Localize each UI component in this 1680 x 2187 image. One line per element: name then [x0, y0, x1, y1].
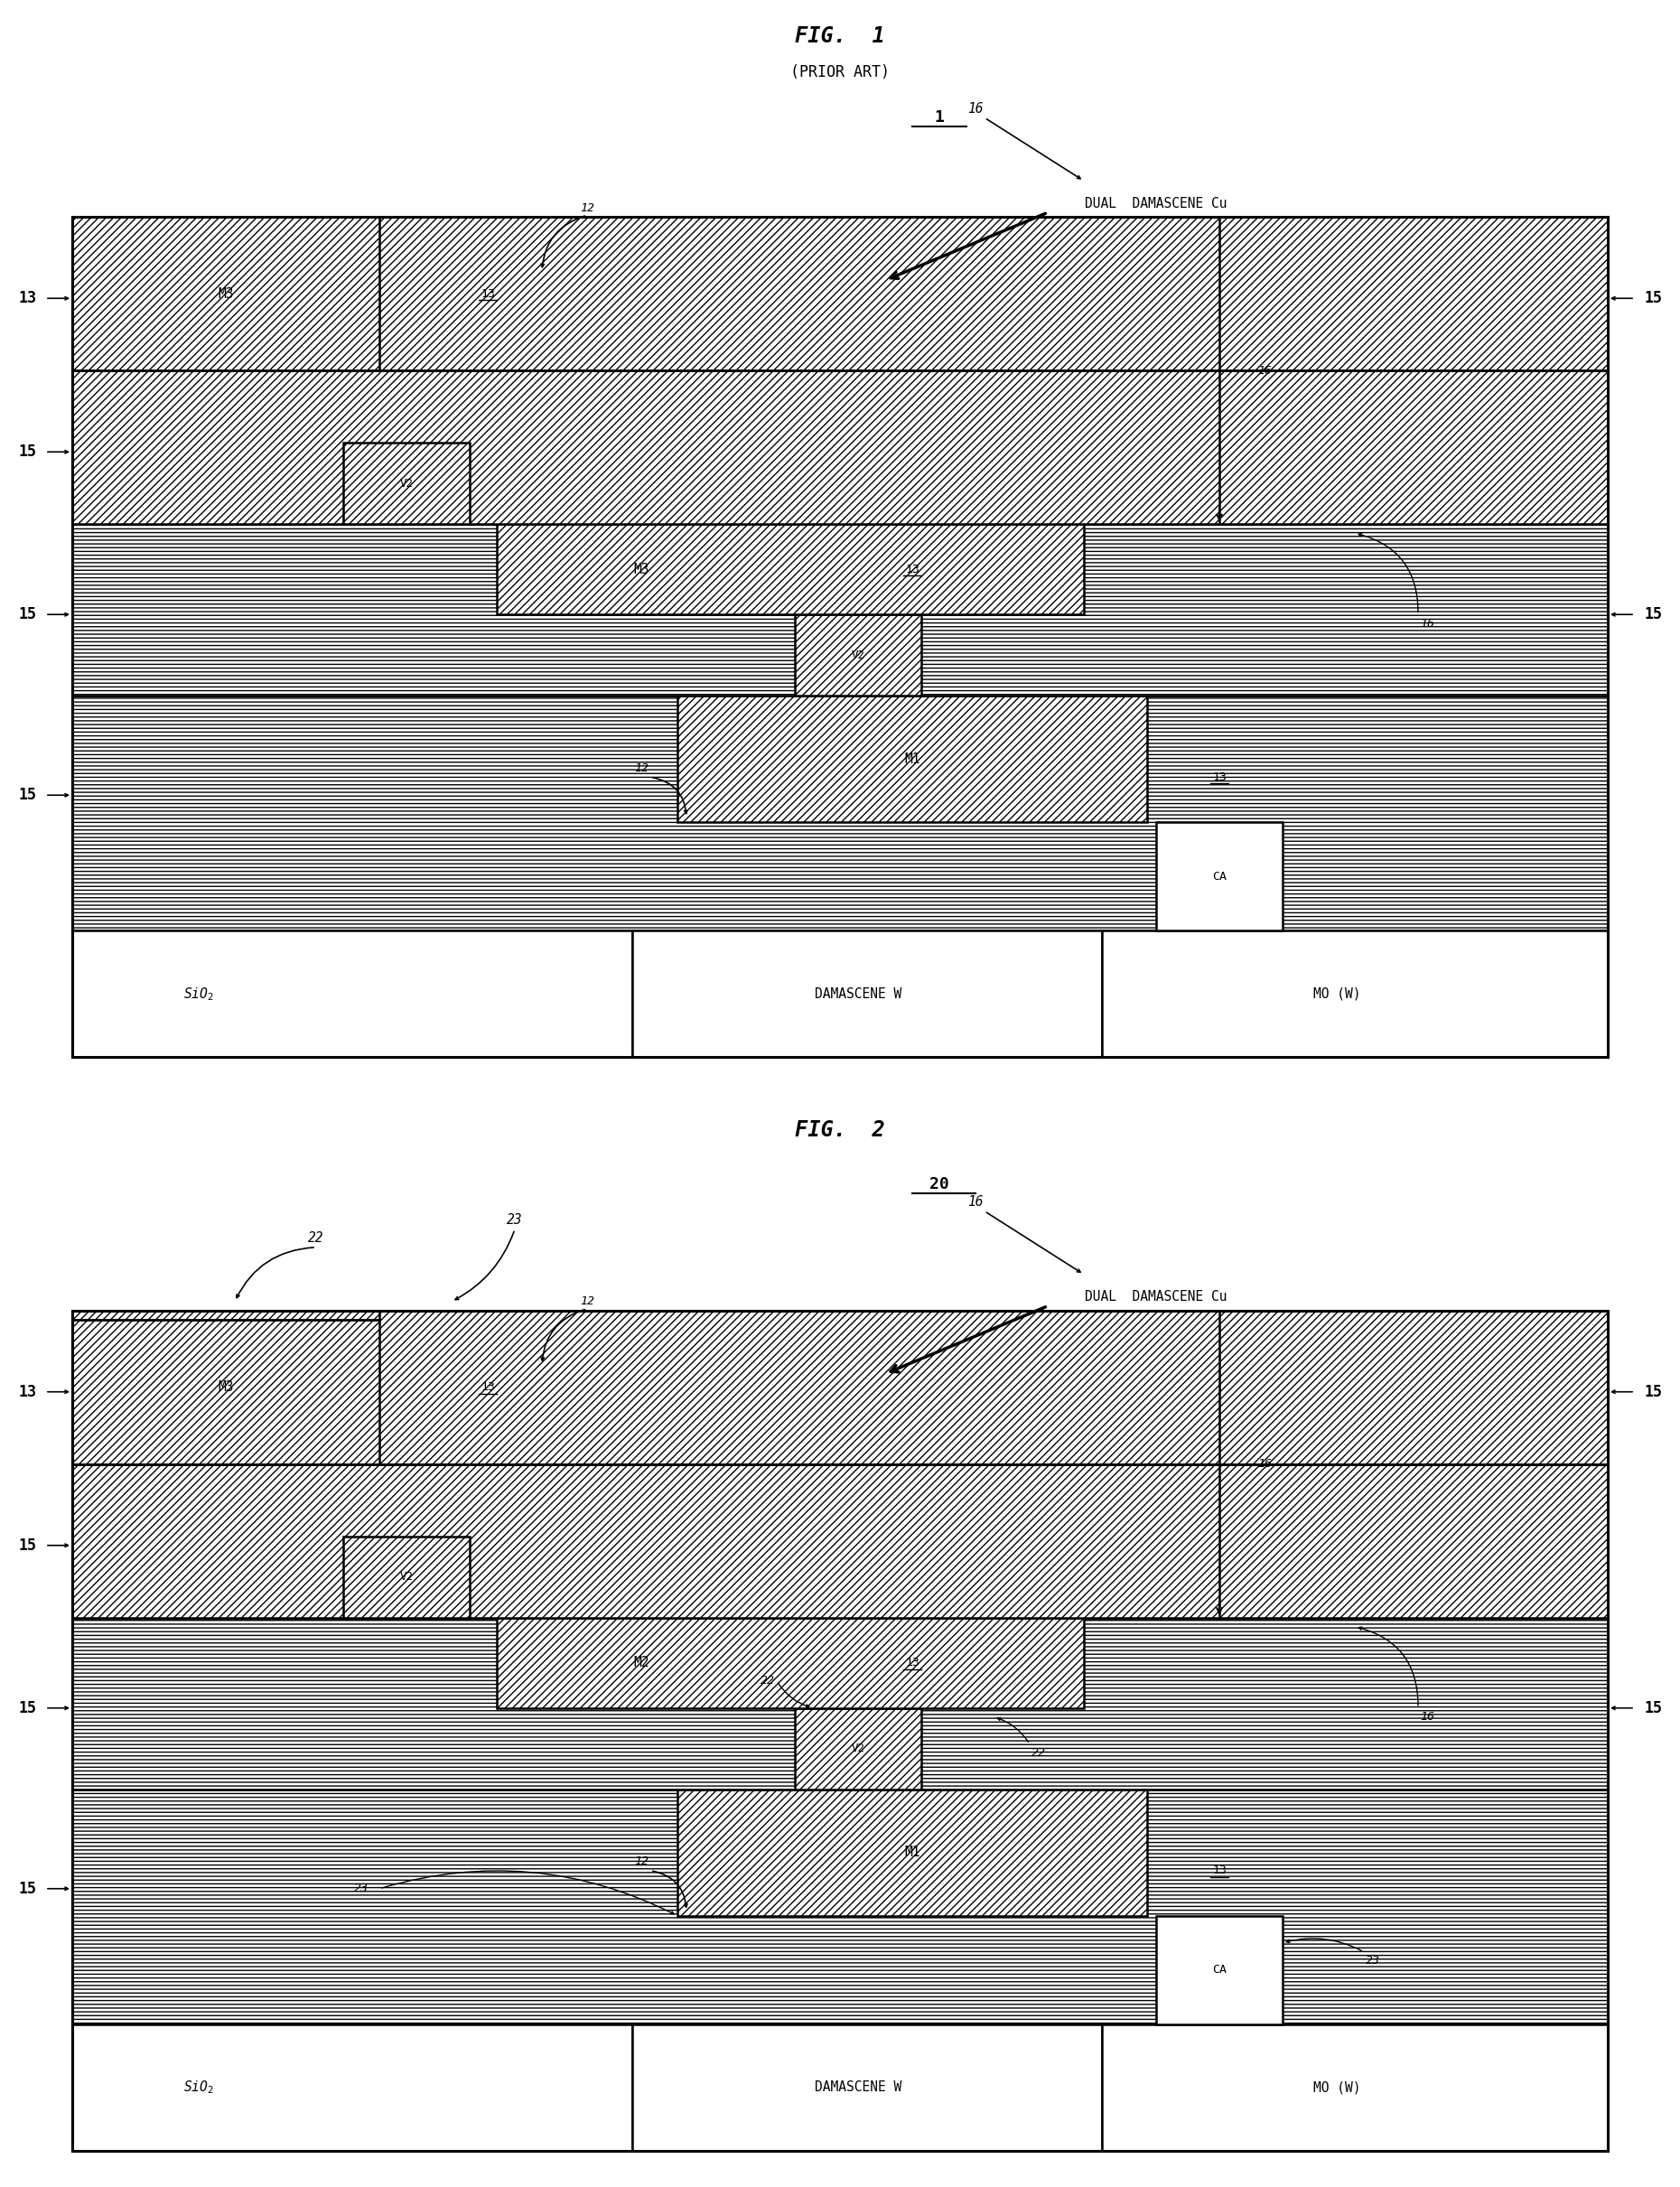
Text: V2: V2	[400, 1570, 413, 1583]
Text: 13: 13	[1213, 1866, 1226, 1876]
Text: 15: 15	[1643, 291, 1662, 306]
Text: FIG.  2: FIG. 2	[795, 1120, 885, 1142]
Text: CA: CA	[1213, 870, 1226, 881]
Text: CA: CA	[1213, 1964, 1226, 1975]
Bar	[72, 1310, 1608, 2150]
Text: 15: 15	[18, 1699, 37, 1717]
Text: 12: 12	[633, 763, 648, 774]
Text: 13: 13	[480, 289, 496, 300]
Text: 13: 13	[480, 1382, 496, 1393]
Text: M3: M3	[218, 1380, 234, 1393]
Bar	[72, 1618, 1608, 1789]
Text: 16: 16	[968, 103, 983, 116]
Text: 16: 16	[1420, 1710, 1435, 1723]
Text: 16: 16	[1420, 617, 1435, 630]
Text: 16: 16	[1257, 365, 1272, 376]
Text: SiO$_2$: SiO$_2$	[183, 2080, 213, 2095]
Text: 22: 22	[761, 1675, 774, 1686]
Bar	[343, 1535, 470, 1618]
Bar	[795, 615, 921, 695]
Bar	[632, 932, 1102, 1056]
Text: DUAL  DAMASCENE Cu: DUAL DAMASCENE Cu	[1085, 1290, 1228, 1303]
Text: 1: 1	[934, 109, 944, 127]
Bar	[72, 2025, 1608, 2150]
Bar	[72, 217, 380, 370]
Text: 13: 13	[18, 291, 37, 306]
Text: MO (W): MO (W)	[1314, 2080, 1361, 2095]
Bar	[72, 695, 1608, 932]
Text: 23: 23	[354, 1883, 368, 1894]
Text: (PRIOR ART): (PRIOR ART)	[790, 63, 890, 81]
Text: 12: 12	[580, 1295, 595, 1308]
Text: M3: M3	[218, 286, 234, 300]
Bar	[632, 2025, 1102, 2150]
Text: 13: 13	[1213, 772, 1226, 783]
Bar	[795, 1708, 921, 1789]
Bar	[1156, 1916, 1282, 2025]
Bar	[343, 442, 470, 525]
Text: FIG.  1: FIG. 1	[795, 26, 885, 48]
Text: DAMASCENE W: DAMASCENE W	[815, 986, 902, 1002]
Bar	[72, 932, 1608, 1056]
Text: DAMASCENE W: DAMASCENE W	[815, 2080, 902, 2095]
Bar	[72, 1310, 1608, 1463]
Bar	[677, 1789, 1147, 1916]
Text: 13: 13	[18, 1384, 37, 1400]
Text: 13: 13	[906, 564, 919, 575]
Text: 20: 20	[929, 1177, 949, 1192]
Bar	[72, 932, 632, 1056]
Bar	[72, 2025, 632, 2150]
Bar	[72, 1463, 1608, 1618]
Text: 23: 23	[1366, 1955, 1381, 1966]
Bar	[72, 217, 1608, 1056]
Text: 16: 16	[968, 1196, 983, 1209]
Bar	[72, 1310, 380, 1463]
Bar	[1102, 2025, 1608, 2150]
Text: V2: V2	[852, 1743, 865, 1754]
Text: 15: 15	[18, 787, 37, 803]
Text: M1: M1	[904, 1846, 921, 1859]
Text: V2: V2	[400, 477, 413, 490]
Text: 12: 12	[580, 201, 595, 214]
Bar	[1102, 932, 1608, 1056]
Text: 12: 12	[633, 1857, 648, 1868]
Text: 16: 16	[1257, 1459, 1272, 1470]
Bar	[677, 695, 1147, 822]
Text: MO (W): MO (W)	[1314, 986, 1361, 1002]
Text: 15: 15	[1643, 606, 1662, 623]
Text: 15: 15	[18, 1537, 37, 1553]
Text: 22: 22	[1032, 1747, 1047, 1758]
Text: 15: 15	[1643, 1384, 1662, 1400]
Bar	[497, 525, 1084, 615]
Bar	[72, 370, 1608, 525]
Bar	[72, 217, 1608, 370]
Bar	[72, 1789, 1608, 2025]
Text: 15: 15	[18, 444, 37, 459]
Bar	[497, 1618, 1084, 1708]
Text: 15: 15	[1643, 1699, 1662, 1717]
Text: M2: M2	[633, 1656, 648, 1669]
Text: M1: M1	[904, 752, 921, 765]
Text: 13: 13	[906, 1658, 919, 1669]
Text: 15: 15	[18, 606, 37, 623]
Text: 23: 23	[507, 1214, 522, 1227]
Text: DUAL  DAMASCENE Cu: DUAL DAMASCENE Cu	[1085, 197, 1228, 210]
Text: M3: M3	[633, 562, 648, 575]
Text: V2: V2	[852, 650, 865, 660]
Bar	[1156, 822, 1282, 932]
Text: 15: 15	[18, 1881, 37, 1896]
Text: SiO$_2$: SiO$_2$	[183, 986, 213, 1002]
Bar	[72, 525, 1608, 695]
Text: 22: 22	[307, 1231, 324, 1244]
